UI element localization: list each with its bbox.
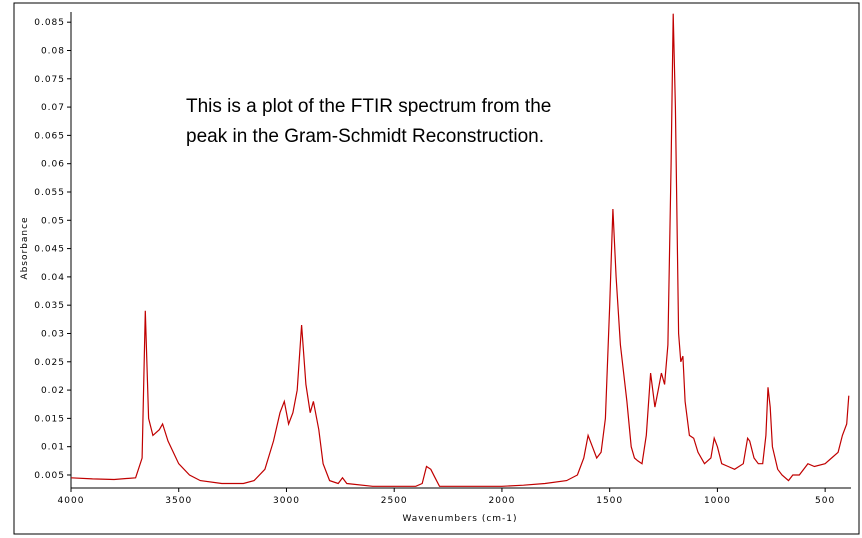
y-tick-label: 0.03 (41, 329, 65, 339)
spectrum-line (70, 13, 850, 487)
annotation: This is a plot of the FTIR spectrum from… (186, 96, 551, 117)
y-tick-label: 0.015 (34, 414, 65, 424)
y-tick-label: 0.085 (34, 18, 65, 28)
x-tick-label: 3000 (273, 496, 300, 506)
y-tick-label: 0.005 (34, 471, 65, 481)
frame (13, 2, 860, 535)
y-tick-label: 0.06 (41, 160, 65, 170)
x-tick-label: 2000 (488, 496, 515, 506)
y-tick-label: 0.035 (34, 301, 65, 311)
y-axis-label: Absorbance (20, 216, 30, 279)
y-tick-label: 0.04 (41, 273, 65, 283)
y-tick-label: 0.045 (34, 245, 65, 255)
x-tick-label: 500 (815, 496, 835, 506)
y-tick-label: 0.07 (41, 103, 65, 113)
y-tick-label: 0.02 (41, 386, 65, 396)
y-tick-label: 0.01 (41, 443, 65, 453)
annotation: peak in the Gram-Schmidt Reconstruction. (186, 126, 544, 147)
x-tick-label: 4000 (58, 496, 85, 506)
y-tick-label: 0.055 (34, 188, 65, 198)
y-tick-label: 0.05 (41, 216, 65, 226)
x-tick-label: 1500 (596, 496, 623, 506)
x-axis-label: Wavenumbers (cm-1) (402, 514, 517, 524)
x-tick-label: 1000 (704, 496, 731, 506)
x-tick-label: 3500 (165, 496, 192, 506)
y-tick-label: 0.075 (34, 75, 65, 85)
y-tick-label: 0.065 (34, 131, 65, 141)
y-tick-label: 0.08 (41, 46, 65, 56)
x-tick-label: 2500 (381, 496, 408, 506)
y-tick-label: 0.025 (34, 358, 65, 368)
